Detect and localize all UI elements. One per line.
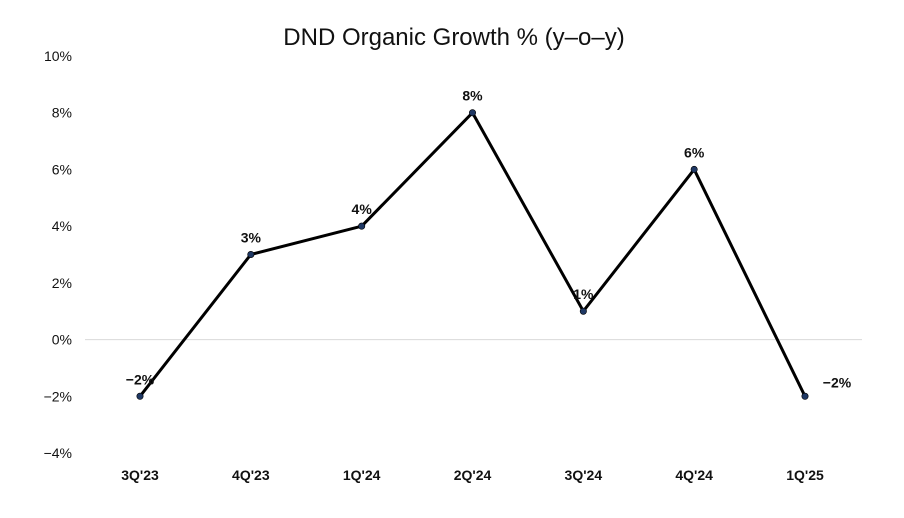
- data-point: [801, 392, 809, 400]
- x-tick-label: 1Q'24: [343, 467, 381, 483]
- x-tick-label: 1Q'25: [786, 467, 824, 483]
- y-tick-label: 10%: [44, 48, 72, 64]
- y-tick-label: 8%: [52, 105, 72, 121]
- data-point: [468, 109, 476, 117]
- x-tick-label: 3Q'23: [121, 467, 159, 483]
- data-label: 3%: [241, 230, 262, 246]
- x-tick-label: 2Q'24: [454, 467, 492, 483]
- data-point: [247, 251, 255, 259]
- y-tick-label: 6%: [52, 161, 72, 177]
- y-tick-label: 2%: [52, 275, 72, 291]
- x-axis: 3Q'23 4Q'23 1Q'24 2Q'24 3Q'24 4Q'24 1Q'25: [121, 467, 824, 483]
- data-point: [136, 392, 144, 400]
- y-tick-label: −4%: [44, 445, 72, 461]
- chart-title: DND Organic Growth % (y–o–y): [283, 24, 624, 51]
- data-label: −2%: [823, 374, 852, 390]
- x-tick-label: 4Q'24: [675, 467, 713, 483]
- x-tick-label: 4Q'23: [232, 467, 270, 483]
- data-point: [358, 222, 366, 230]
- data-point: [690, 165, 698, 173]
- y-tick-label: 4%: [52, 218, 72, 234]
- series-line: [138, 110, 807, 398]
- data-point: [579, 307, 587, 315]
- data-label: 4%: [352, 201, 373, 217]
- plot-area: −2% 3% 4% 8% 1% 6% −2%: [85, 88, 862, 400]
- data-label: 8%: [462, 88, 483, 104]
- data-label: 6%: [684, 144, 705, 160]
- data-label: 1%: [573, 286, 594, 302]
- x-tick-label: 3Q'24: [565, 467, 603, 483]
- data-label: −2%: [126, 371, 155, 387]
- y-axis: 10% 8% 6% 4% 2% 0% −2% −4%: [44, 48, 72, 461]
- y-tick-label: −2%: [44, 388, 72, 404]
- y-tick-label: 0%: [52, 332, 72, 348]
